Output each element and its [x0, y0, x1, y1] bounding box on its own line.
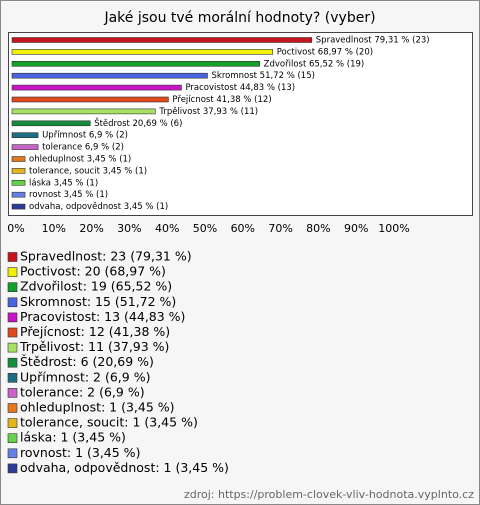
legend-swatch	[7, 312, 18, 323]
legend-swatch	[7, 342, 18, 353]
legend-swatch	[7, 252, 18, 262]
bar	[11, 156, 26, 162]
legend-label: odvaha, odpovědnost: 1 (3,45 %)	[20, 460, 229, 475]
bar	[11, 168, 26, 174]
legend-label: Skromnost: 15 (51,72 %)	[20, 294, 176, 309]
bar-label: tolerance, soucit 3,45 % (1)	[29, 166, 147, 176]
bar-label: ohleduplnost 3,45 % (1)	[29, 155, 131, 165]
legend-swatch	[7, 372, 18, 383]
bar-label: Upřímnost 6,9 % (2)	[42, 131, 128, 141]
legend-label: Spravedlnost: 23 (79,31 %)	[20, 249, 192, 264]
bar-label: tolerance 6,9 % (2)	[42, 143, 124, 153]
x-tick-label: 10%	[42, 222, 66, 235]
legend-swatch	[7, 357, 18, 368]
bar	[11, 49, 274, 55]
bar-label: Štědrost 20,69 % (6)	[94, 117, 182, 129]
legend-label: Trpělivost: 11 (37,93 %)	[19, 339, 169, 354]
bar-label: Spravedlnost 79,31 % (23)	[316, 36, 430, 46]
x-tick-label: 100%	[378, 222, 409, 235]
legend-swatch	[7, 388, 18, 398]
x-tick-label: 90%	[344, 222, 368, 235]
legend-label: Štědrost: 6 (20,69 %)	[20, 354, 154, 369]
bar-label: Zdvořilost 65,52 % (19)	[264, 59, 365, 69]
bar-label: Pracovistost 44,83 % (13)	[185, 83, 295, 93]
x-tick-label: 80%	[306, 222, 330, 235]
bar-label: láska 3,45 % (1)	[29, 178, 98, 188]
bar	[11, 96, 169, 103]
bar	[11, 180, 26, 186]
x-tick-label: 0%	[7, 222, 24, 235]
bar	[11, 120, 91, 127]
bar-label: Trpělivost 37,93 % (11)	[158, 107, 258, 117]
bar	[11, 191, 26, 198]
bar	[11, 108, 156, 115]
legend-label: rovnost: 1 (3,45 %)	[20, 445, 140, 460]
x-tick-label: 60%	[231, 222, 255, 235]
x-tick-label: 20%	[79, 222, 103, 235]
legend-swatch	[7, 418, 18, 428]
source: zdroj: https://problem-clovek-vliv-hodno…	[184, 488, 474, 501]
legend-swatch	[7, 448, 18, 459]
legend-swatch	[7, 463, 18, 474]
x-tick-label: 70%	[268, 222, 292, 235]
legend-label: Upřímnost: 2 (6,9 %)	[20, 369, 150, 384]
chart-title: Jaké jsou tvé morální hodnoty? (vyber)	[103, 10, 375, 26]
legend-label: láska: 1 (3,45 %)	[20, 430, 126, 445]
legend-label: Pracovistost: 13 (44,83 %)	[20, 309, 185, 324]
bar	[11, 203, 26, 210]
bar-label: Přejícnost 41,38 % (12)	[172, 95, 271, 105]
bar-label: rovnost 3,45 % (1)	[29, 190, 108, 200]
bar	[11, 72, 208, 79]
bar	[11, 84, 182, 91]
x-tick-label: 40%	[155, 222, 179, 235]
legend-swatch	[7, 282, 18, 293]
legend-label: Přejícnost: 12 (41,38 %)	[20, 324, 170, 339]
legend-swatch	[7, 267, 18, 277]
bar	[11, 60, 260, 67]
legend-label: ohleduplnost: 1 (3,45 %)	[20, 400, 175, 415]
legend-label: tolerance: 2 (6,9 %)	[20, 384, 145, 399]
legend-swatch	[7, 297, 18, 308]
x-tick-label: 50%	[193, 222, 217, 235]
bar	[11, 37, 313, 43]
legend-swatch	[7, 327, 18, 338]
x-tick-label: 30%	[117, 222, 141, 235]
legend-label: Poctivost: 20 (68,97 %)	[20, 264, 166, 279]
legend-label: tolerance, soucit: 1 (3,45 %)	[20, 415, 198, 430]
legend-swatch	[7, 403, 18, 413]
bar-label: Poctivost 68,97 % (20)	[277, 47, 373, 57]
bar-label: Skromnost 51,72 % (15)	[212, 71, 315, 81]
bar	[11, 144, 39, 150]
bar	[11, 132, 39, 138]
bar-label: odvaha, odpovědnost 3,45 % (1)	[29, 202, 168, 212]
legend-label: Zdvořilost: 19 (65,52 %)	[20, 279, 172, 294]
legend-swatch	[7, 433, 18, 444]
